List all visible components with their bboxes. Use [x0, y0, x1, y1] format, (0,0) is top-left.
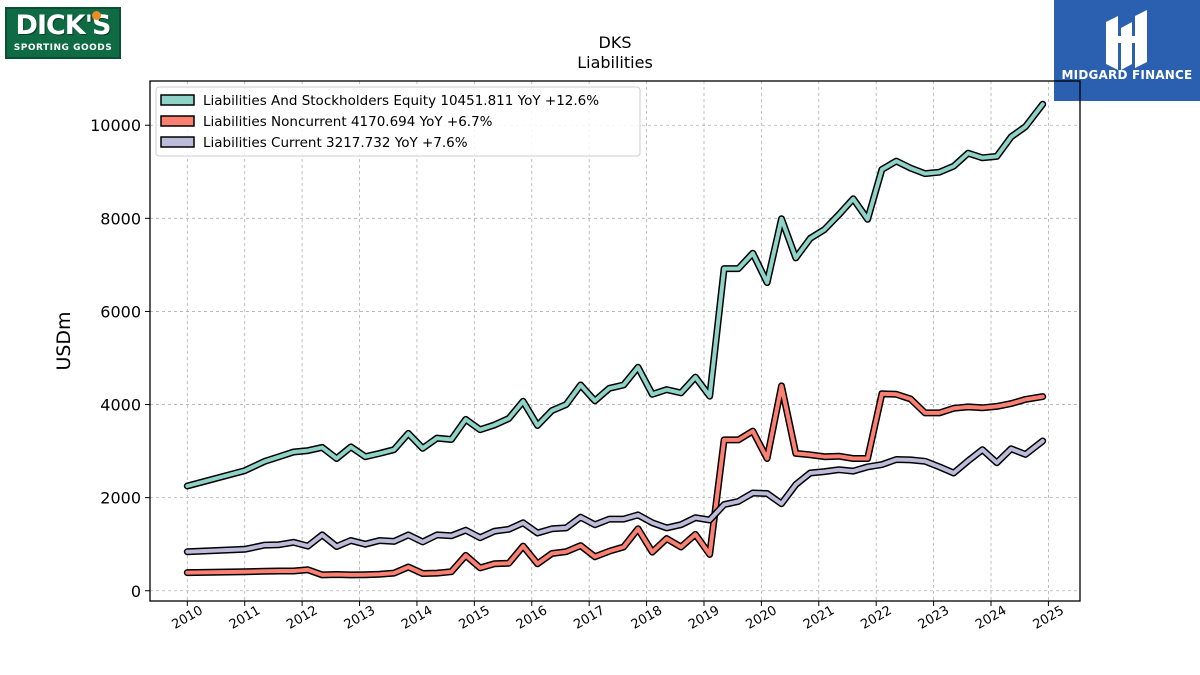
x-tick-label: 2025 — [1031, 603, 1067, 633]
series-0 — [183, 100, 1047, 490]
x-tick-label: 2024 — [973, 603, 1009, 633]
y-tick-label: 2000 — [100, 489, 141, 508]
y-tick-label: 10000 — [90, 116, 141, 135]
legend-swatch — [160, 115, 195, 127]
legend: Liabilities And Stockholders Equity 1045… — [155, 86, 641, 157]
y-axis-label: USDm — [53, 311, 75, 370]
basketball-icon — [92, 11, 101, 20]
x-tick-label: 2013 — [342, 603, 378, 633]
x-tick-label: 2012 — [284, 603, 320, 633]
series-line-outline — [183, 382, 1047, 579]
series-line — [185, 383, 1045, 577]
x-tick-label: 2010 — [169, 603, 205, 633]
dicks-sporting-goods-logo: DICK'S SPORTING GOODS — [5, 7, 121, 59]
series-line — [185, 102, 1045, 488]
legend-box — [155, 86, 641, 157]
grid-lines — [150, 81, 1080, 601]
series-line — [185, 439, 1045, 554]
x-tick-label: 2018 — [629, 603, 665, 633]
chart-subtitle: Liabilities — [577, 53, 653, 72]
x-tick-label: 2016 — [514, 603, 550, 633]
x-tick-label: 2019 — [686, 603, 722, 633]
x-tick-label: 2021 — [801, 603, 837, 633]
logo-brand-subtext: SPORTING GOODS — [13, 43, 113, 53]
series-1 — [183, 382, 1047, 579]
y-tick-label: 4000 — [100, 396, 141, 415]
series-lines — [183, 100, 1047, 579]
legend-label: Liabilities Current 3217.732 YoY +7.6% — [203, 135, 468, 151]
midgard-finance-logo: MIDGARD FINANCE — [1054, 0, 1200, 101]
x-tick-label: 2015 — [457, 603, 493, 633]
legend-label: Liabilities And Stockholders Equity 1045… — [203, 93, 599, 109]
legend-swatch — [160, 94, 195, 106]
x-tick-label: 2023 — [916, 603, 952, 633]
axis-ticks: 0 2000 4000 6000 8000 10000 2010 2011 2012 2013 20… — [90, 116, 1067, 633]
series-2 — [183, 437, 1047, 556]
y-tick-label: 8000 — [100, 209, 141, 228]
logo-company-name: MIDGARD FINANCE — [1061, 68, 1193, 82]
legend-swatch — [160, 136, 195, 148]
series-line-outline — [183, 100, 1047, 490]
x-tick-label: 2017 — [571, 603, 607, 633]
legend-label: Liabilities Noncurrent 4170.694 YoY +6.7… — [203, 114, 493, 130]
x-tick-label: 2020 — [744, 603, 780, 633]
chart-title: DKS — [599, 33, 632, 52]
plot-frame — [149, 80, 1081, 602]
midgard-finance-mark-icon — [1106, 10, 1147, 70]
x-tick-label: 2014 — [399, 603, 435, 633]
y-tick-label: 0 — [131, 582, 141, 601]
y-tick-label: 6000 — [100, 302, 141, 321]
series-line-outline — [183, 437, 1047, 556]
x-tick-label: 2022 — [858, 603, 894, 633]
x-tick-label: 2011 — [227, 603, 263, 633]
